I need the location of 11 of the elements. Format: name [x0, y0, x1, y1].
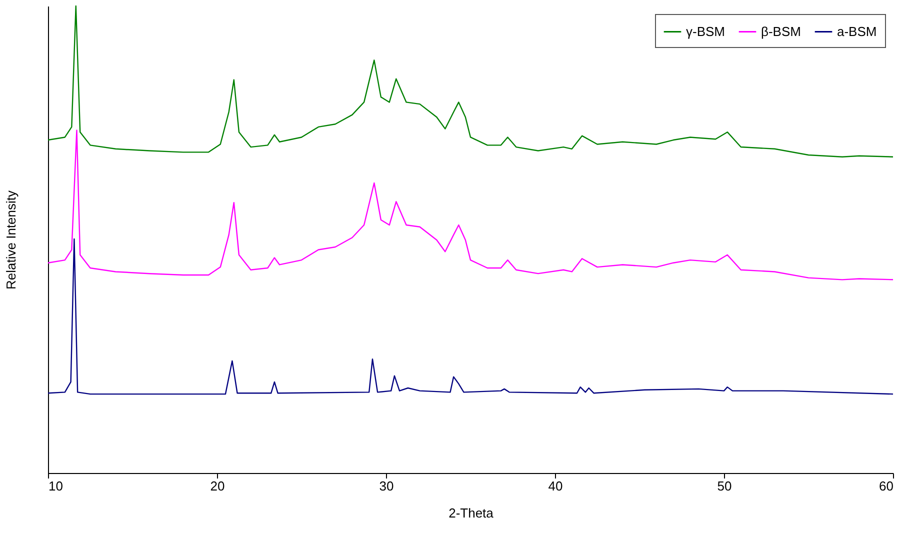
x-tick-label: 10 [48, 478, 63, 494]
legend-label: a-BSM [837, 24, 877, 39]
y-axis-title: Relative Intensity [4, 190, 18, 290]
legend-label: β-BSM [761, 24, 801, 39]
x-tick-label: 40 [548, 478, 563, 494]
x-tick-label: 30 [379, 478, 394, 494]
x-tick-label: 60 [879, 478, 894, 494]
x-axis-title: 2-Theta [448, 506, 494, 520]
x-tick-label: 20 [210, 478, 225, 494]
legend-label: γ-BSM [686, 24, 725, 39]
x-tick-label: 50 [717, 478, 732, 494]
